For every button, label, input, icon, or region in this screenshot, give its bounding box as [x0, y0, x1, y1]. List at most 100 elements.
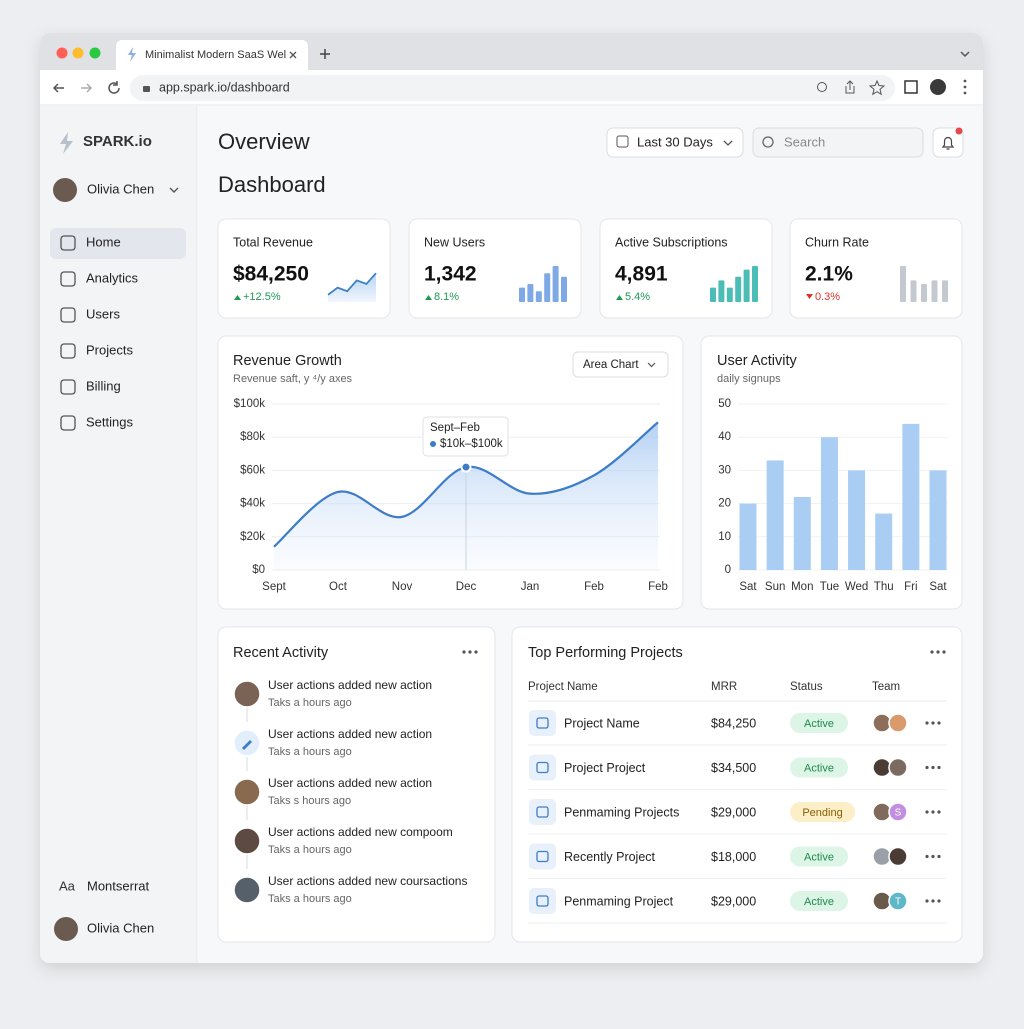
- footer-user: Olivia Chen: [87, 920, 154, 935]
- projects-card: [511, 626, 963, 943]
- project-name[interactable]: Project Name: [564, 716, 640, 730]
- more-dot[interactable]: [936, 650, 940, 654]
- project-name[interactable]: Penmaming Projects: [564, 805, 679, 819]
- more-dot[interactable]: [931, 721, 935, 725]
- x-tick-label: Sun: [765, 581, 785, 593]
- back-button[interactable]: [52, 83, 64, 93]
- tab-menu[interactable]: [960, 51, 970, 58]
- more-menu[interactable]: [963, 79, 967, 95]
- team-avatar: [888, 757, 908, 778]
- more-dot[interactable]: [931, 899, 935, 903]
- more-dot[interactable]: [925, 899, 929, 903]
- more-dot[interactable]: [942, 650, 946, 654]
- more-dot[interactable]: [462, 650, 466, 654]
- user-avatar: [53, 178, 77, 202]
- project-icon: [529, 843, 556, 870]
- edit-icon: [242, 740, 252, 750]
- kpi-value: 2.1%: [805, 263, 853, 286]
- page-title: Overview: [218, 129, 310, 154]
- x-tick-label: Mon: [791, 581, 813, 593]
- chart-type-select[interactable]: [572, 351, 669, 378]
- tab-close[interactable]: [289, 51, 297, 59]
- more-dot[interactable]: [931, 810, 935, 814]
- footer-avatar: [54, 917, 78, 941]
- bar: [848, 470, 866, 570]
- more-dot[interactable]: [925, 765, 929, 770]
- sidebar-toggle[interactable]: [904, 80, 918, 94]
- y-tick-label: $100k: [234, 398, 266, 410]
- x-tick-label: Sat: [739, 581, 757, 593]
- bar: [739, 503, 757, 570]
- activity-avatar: [233, 680, 261, 708]
- select-chevron: [647, 362, 656, 368]
- user-menu-chevron[interactable]: [169, 187, 179, 193]
- activity-time: Taks a hours ago: [268, 844, 352, 856]
- y-tick-label: 10: [718, 531, 731, 543]
- active-tab[interactable]: [116, 40, 308, 70]
- team-avatar: [888, 713, 908, 733]
- search-box[interactable]: [752, 127, 924, 158]
- reload-button[interactable]: [108, 81, 120, 94]
- column-header: MRR: [711, 681, 737, 693]
- nav-item[interactable]: Users: [86, 306, 120, 321]
- url-bar[interactable]: [130, 75, 895, 101]
- minimize-dot[interactable]: [72, 47, 84, 59]
- spark-bar: [942, 280, 948, 302]
- x-tick-label: Fri: [904, 581, 917, 593]
- trend-arrow: [806, 294, 813, 299]
- nav-item[interactable]: Analytics: [86, 270, 139, 285]
- column-header: Project Name: [528, 681, 598, 693]
- team-initial: S: [895, 808, 902, 819]
- kpi-label: New Users: [424, 235, 485, 249]
- url-text: app.spark.io/dashboard: [159, 80, 290, 94]
- chart-subtitle: Revenue saft, y ⁴/y axes: [233, 373, 353, 385]
- tooltip-text: $10k–$100k: [440, 438, 503, 450]
- nav-item[interactable]: Projects: [86, 342, 133, 357]
- y-tick-label: 20: [718, 498, 731, 510]
- nav-item[interactable]: Billing: [86, 378, 121, 393]
- bookmark-icon[interactable]: [868, 79, 886, 96]
- status-text: Active: [804, 762, 834, 774]
- close-dot[interactable]: [56, 47, 68, 59]
- notification-button[interactable]: [932, 127, 964, 158]
- more-dot[interactable]: [474, 650, 478, 654]
- nav-item[interactable]: Settings: [86, 414, 133, 429]
- project-name[interactable]: Penmaming Project: [564, 894, 674, 908]
- font-icon: Aa: [59, 878, 76, 893]
- nav-icon: [60, 415, 76, 431]
- x-tick-label: Sept: [262, 581, 286, 593]
- more-dot[interactable]: [937, 765, 941, 770]
- new-tab[interactable]: [320, 49, 330, 59]
- chart-type-text: Area Chart: [583, 359, 639, 371]
- more-dot[interactable]: [937, 721, 941, 725]
- more-dot[interactable]: [937, 810, 941, 814]
- zoom-icon[interactable]: [817, 82, 827, 92]
- more-dot[interactable]: [930, 650, 934, 654]
- more-dot[interactable]: [937, 854, 941, 859]
- share-icon[interactable]: [845, 80, 855, 94]
- more-dot[interactable]: [937, 899, 941, 903]
- font-name: Montserrat: [87, 878, 150, 893]
- project-icon: [529, 799, 556, 825]
- y-tick-label: $20k: [240, 531, 265, 543]
- forward-button[interactable]: [81, 83, 93, 93]
- more-dot[interactable]: [931, 765, 935, 770]
- project-name[interactable]: Project Project: [564, 761, 646, 775]
- spark-bar: [535, 291, 542, 302]
- date-range-button[interactable]: [606, 127, 744, 158]
- maximize-dot[interactable]: [89, 47, 101, 59]
- more-dot[interactable]: [468, 650, 472, 654]
- more-dot[interactable]: [931, 854, 935, 859]
- notification-dot: [955, 127, 963, 135]
- project-name[interactable]: Recently Project: [564, 850, 656, 864]
- more-dot[interactable]: [925, 810, 929, 814]
- more-dot[interactable]: [925, 721, 929, 725]
- project-mrr: $34,500: [711, 761, 756, 775]
- nav-item[interactable]: Home: [86, 234, 121, 249]
- user-name: Olivia Chen: [87, 181, 154, 196]
- profile-avatar[interactable]: [930, 79, 946, 95]
- spark-bar: [544, 273, 551, 302]
- more-dot[interactable]: [925, 854, 929, 859]
- spark-line: [327, 272, 377, 296]
